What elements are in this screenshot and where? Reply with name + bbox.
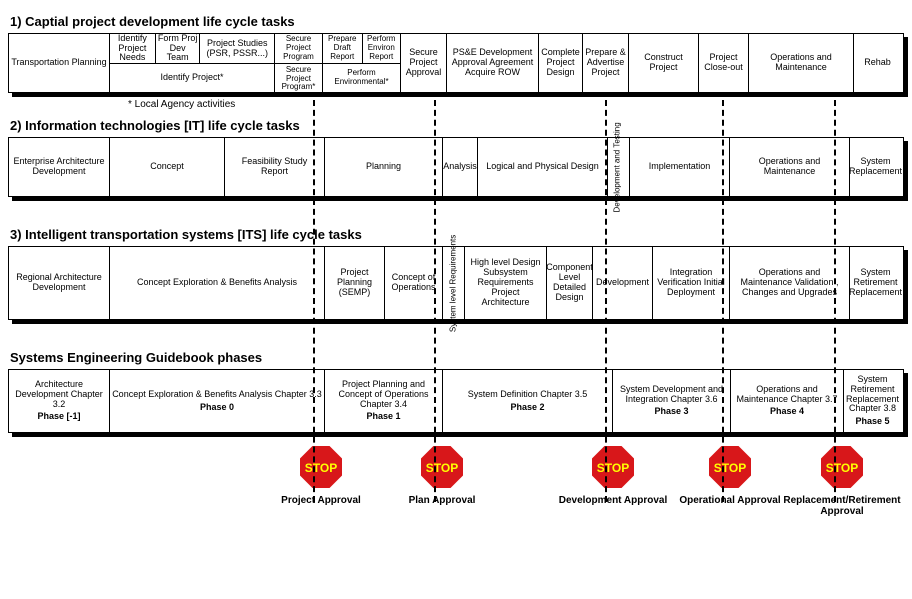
svg-text:STOP: STOP xyxy=(426,461,458,475)
phase-vline-3 xyxy=(722,100,724,502)
band1-cell-3: Prepare & Advertise Project xyxy=(582,34,628,92)
band3-cell-1: Concept Exploration & Benefits Analysis xyxy=(109,247,324,319)
band3-cell-4: System level Requirements xyxy=(442,247,464,319)
stop-label-0: Project Approval xyxy=(261,495,381,506)
band-1-wrap: Transportation PlanningIdentify Project … xyxy=(8,33,904,93)
band1-cell-6: Operations and Maintenance xyxy=(748,34,853,92)
stop-4: STOP Replacement/Retirement Approval xyxy=(782,443,902,517)
svg-text:STOP: STOP xyxy=(597,461,629,475)
section-1-title: 1) Captial project development life cycl… xyxy=(10,14,904,29)
stop-1: STOP Plan Approval xyxy=(382,443,502,506)
band-2: Enterprise Architecture DevelopmentConce… xyxy=(8,137,904,197)
band-2-wrap: Enterprise Architecture DevelopmentConce… xyxy=(8,137,904,197)
band1-identify-project-bot: Identify Project* xyxy=(110,64,274,92)
band3-cell-5: High level Design Subsystem Requirements… xyxy=(464,247,546,319)
band1-cell-5: Project Close-out xyxy=(698,34,748,92)
band1-cell-0: Secure Project Approval xyxy=(400,34,446,92)
band3-cell-6: Component Level Detailed Design xyxy=(546,247,592,319)
band-3-wrap: Regional Architecture DevelopmentConcept… xyxy=(8,246,904,320)
band1-col4-top-0: Prepare Draft Report xyxy=(323,34,362,63)
seg-cell-0: Architecture Development Chapter 3.2 Phas… xyxy=(9,370,109,432)
band2-cell-6: Development and Testing xyxy=(607,138,629,196)
stop-sign-icon: STOP xyxy=(418,443,466,491)
band2-cell-3: Planning xyxy=(324,138,442,196)
svg-text:STOP: STOP xyxy=(826,461,858,475)
band3-cell-10: System Retirement Replacement xyxy=(849,247,901,319)
seg-band-wrap: Architecture Development Chapter 3.2 Phas… xyxy=(8,369,904,433)
phase-vline-0 xyxy=(313,100,315,502)
seg-phase-4: Phase 3 xyxy=(654,407,688,417)
seg-phase-6: Phase 5 xyxy=(855,417,889,427)
svg-text:STOP: STOP xyxy=(305,461,337,475)
band2-cell-0: Enterprise Architecture Development xyxy=(9,138,109,196)
seg-cell-3: System Definition Chapter 3.5 Phase 2 xyxy=(442,370,612,432)
band2-cell-7: Implementation xyxy=(629,138,729,196)
band1-col4-top-1: Perform Environ Report xyxy=(362,34,401,63)
band1-col2-top-1: Form Proj Dev Team xyxy=(155,34,200,63)
band2-cell-4: Analysis xyxy=(442,138,477,196)
band1-col2-top-2: Project Studies (PSR, PSSR...) xyxy=(199,34,274,63)
seg-phase-0: Phase [-1] xyxy=(37,412,80,422)
band1-cell-1: PS&E Development Approval Agreement Acqu… xyxy=(446,34,538,92)
seg-title-2: Project Planning and Concept of Operatio… xyxy=(327,380,440,410)
seg-phase-3: Phase 2 xyxy=(510,403,544,413)
band3-cell-2: Project Planning (SEMP) xyxy=(324,247,384,319)
band1-col2-top-0: Identify Project Needs xyxy=(110,34,155,63)
stop-label-1: Plan Approval xyxy=(382,495,502,506)
seg-title-5: Operations and Maintenance Chapter 3.7 xyxy=(733,385,841,405)
seg-title-0: Architecture Development Chapter 3.2 xyxy=(11,380,107,410)
band1-transportation-planning: Transportation Planning xyxy=(9,34,109,92)
stop-sign-icon: STOP xyxy=(297,443,345,491)
seg-title-1: Concept Exploration & Benefits Analysis … xyxy=(112,390,322,400)
seg-title: Systems Engineering Guidebook phases xyxy=(10,350,904,365)
local-agency-note: * Local Agency activities xyxy=(128,99,904,110)
band2-cell-1: Concept xyxy=(109,138,224,196)
seg-band: Architecture Development Chapter 3.2 Phas… xyxy=(8,369,904,433)
stop-sign-icon: STOP xyxy=(589,443,637,491)
seg-cell-2: Project Planning and Concept of Operatio… xyxy=(324,370,442,432)
band1-secure-program-group: Secure Project ProgramSecure Project Pro… xyxy=(274,34,322,92)
stop-label-2: Development Approval xyxy=(553,495,673,506)
phase-vline-1 xyxy=(434,100,436,502)
band-3: Regional Architecture DevelopmentConcept… xyxy=(8,246,904,320)
stop-row: STOPProject ApprovalSTOPPlan ApprovalSTO… xyxy=(8,443,904,533)
seg-cell-4: System Development and Integration Chapt… xyxy=(612,370,730,432)
band3-cell-9: Operations and Maintenance Validation , … xyxy=(729,247,849,319)
seg-phase-5: Phase 4 xyxy=(770,407,804,417)
seg-phase-1: Phase 0 xyxy=(200,403,234,413)
seg-cell-1: Concept Exploration & Benefits Analysis … xyxy=(109,370,324,432)
band2-cell-8: Operations and Maintenance xyxy=(729,138,849,196)
band-1: Transportation PlanningIdentify Project … xyxy=(8,33,904,93)
seg-title-4: System Development and Integration Chapt… xyxy=(615,385,728,405)
stop-0: STOP Project Approval xyxy=(261,443,381,506)
band2-cell-2: Feasibility Study Report xyxy=(224,138,324,196)
band3-cell-7: Development xyxy=(592,247,652,319)
stop-sign-icon: STOP xyxy=(818,443,866,491)
phase-vline-4 xyxy=(834,100,836,502)
phase-vline-2 xyxy=(605,100,607,502)
section-2-title: 2) Information technologies [IT] life cy… xyxy=(10,118,904,133)
band1-cell-4: Construct Project xyxy=(628,34,698,92)
band1-cell-2: Complete Project Design xyxy=(538,34,582,92)
stop-label-3: Operational Approval xyxy=(670,495,790,506)
band3-cell-0: Regional Architecture Development xyxy=(9,247,109,319)
svg-text:STOP: STOP xyxy=(714,461,746,475)
seg-title-6: System Retirement Replacement Chapter 3.… xyxy=(846,375,899,415)
stop-sign-icon: STOP xyxy=(706,443,754,491)
band2-cell-5: Logical and Physical Design xyxy=(477,138,607,196)
seg-title-3: System Definition Chapter 3.5 xyxy=(468,390,588,400)
band1-identify-project-group: Identify Project NeedsForm Proj Dev Team… xyxy=(109,34,274,92)
band3-cell-8: Integration Verification Initial Deploym… xyxy=(652,247,729,319)
band1-cell-7: Rehab xyxy=(853,34,901,92)
band1-environ-group: Prepare Draft ReportPerform Environ Repo… xyxy=(322,34,400,92)
stop-3: STOP Operational Approval xyxy=(670,443,790,506)
seg-cell-5: Operations and Maintenance Chapter 3.7 Ph… xyxy=(730,370,843,432)
seg-phase-2: Phase 1 xyxy=(366,412,400,422)
stop-label-4: Replacement/Retirement Approval xyxy=(782,495,902,517)
band2-cell-9: System Replacement xyxy=(849,138,901,196)
seg-cell-6: System Retirement Replacement Chapter 3.… xyxy=(843,370,901,432)
stop-2: STOP Development Approval xyxy=(553,443,673,506)
